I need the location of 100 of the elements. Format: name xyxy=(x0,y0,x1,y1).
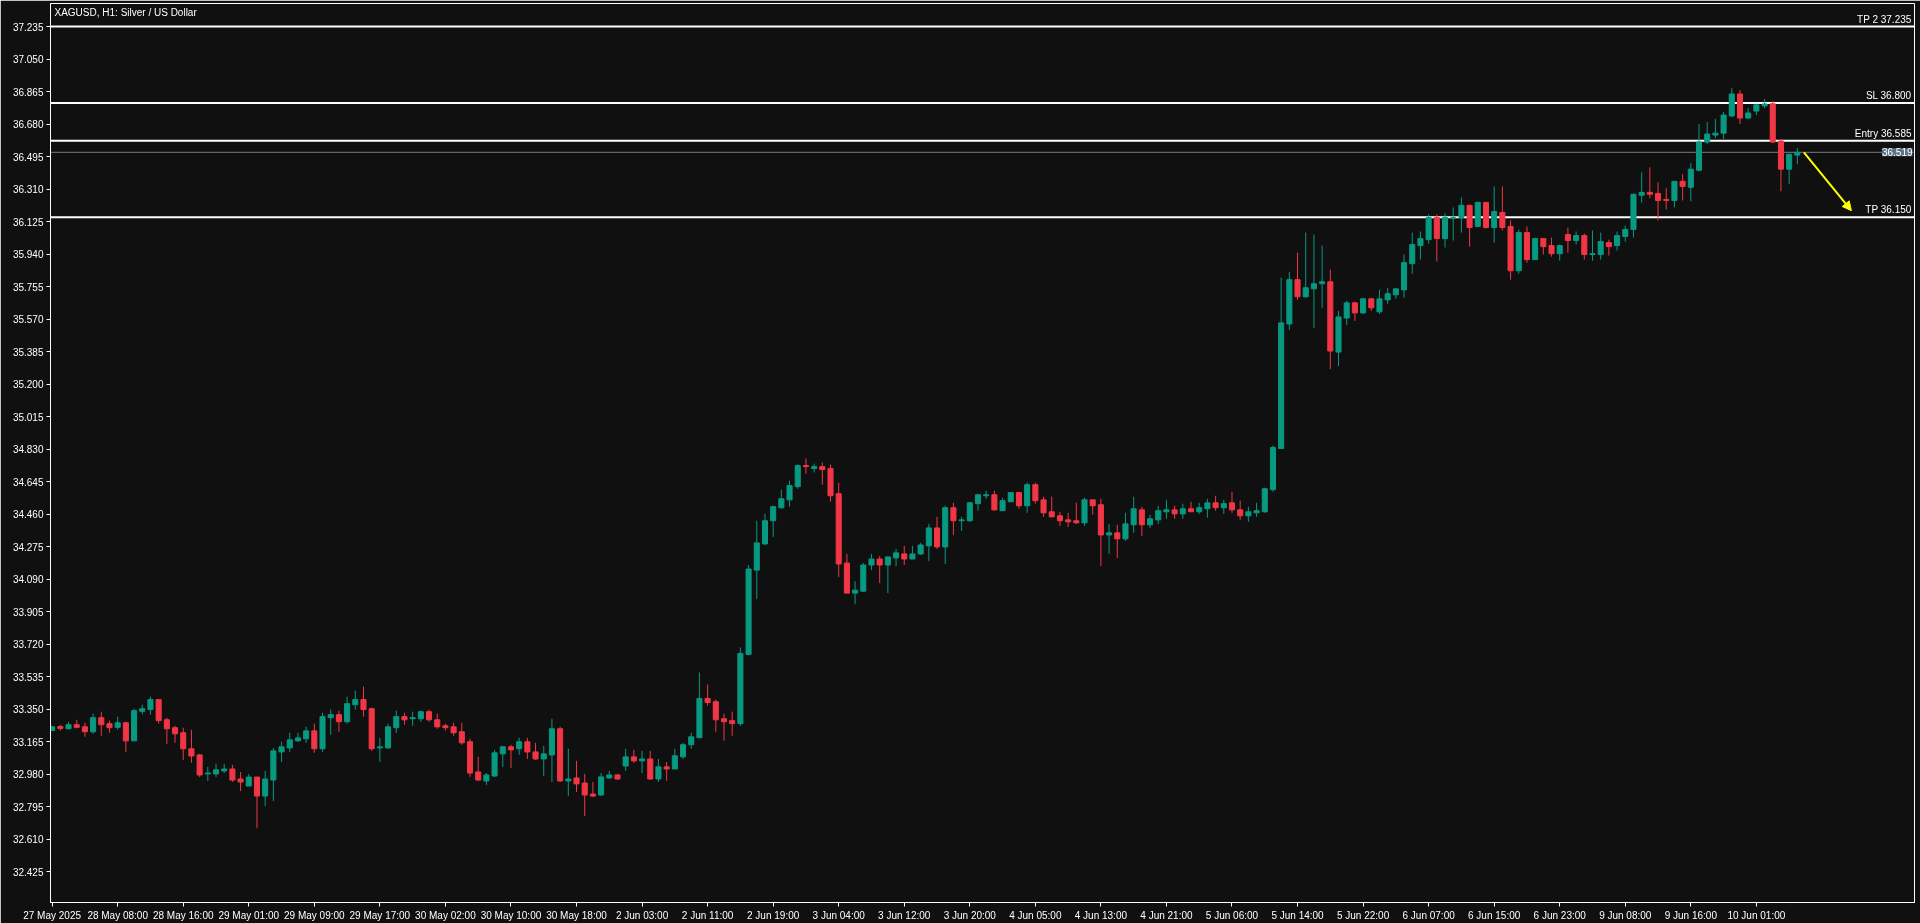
candlestick xyxy=(1450,206,1457,241)
candlestick xyxy=(1163,499,1170,520)
candlestick xyxy=(385,723,392,750)
candlestick xyxy=(802,458,809,475)
candlestick xyxy=(262,770,269,807)
x-tick-label: 3 Jun 12:00 xyxy=(878,909,931,921)
candlestick xyxy=(876,555,883,584)
candlestick xyxy=(622,748,629,772)
y-tick-label: 32.795 xyxy=(12,801,44,813)
candlestick xyxy=(1433,214,1440,263)
candlestick xyxy=(1073,502,1080,525)
candlestick xyxy=(352,690,359,711)
candlestick xyxy=(540,745,547,777)
candlestick xyxy=(1655,181,1662,221)
candlestick xyxy=(991,490,998,512)
candlestick xyxy=(1663,187,1670,210)
annotation: 36.519 xyxy=(1881,147,1913,159)
candlestick xyxy=(1491,185,1498,244)
candlestick xyxy=(811,463,818,474)
candlestick xyxy=(1786,153,1793,185)
ref-line-label: TP 2 37.235 xyxy=(1857,13,1912,25)
candlestick xyxy=(1573,231,1580,246)
y-tick-label: 33.535 xyxy=(12,671,44,683)
candlestick xyxy=(212,763,220,778)
x-tick-label: 5 Jun 06:00 xyxy=(1205,909,1259,921)
x-tick-label: 29 May 01:00 xyxy=(218,909,280,921)
candlestick xyxy=(1720,111,1727,140)
y-tick-label: 35.570 xyxy=(12,314,44,326)
candlestick xyxy=(720,713,728,742)
candlestick xyxy=(327,709,334,736)
y-tick-label: 36.125 xyxy=(12,216,44,228)
candlestick xyxy=(1204,498,1211,519)
y-tick-label: 34.645 xyxy=(12,476,44,488)
candlestick xyxy=(925,523,932,562)
candlestick xyxy=(761,513,769,546)
x-tick-label: 9 Jun 08:00 xyxy=(1599,909,1652,921)
candlestick xyxy=(286,732,293,753)
candlestick xyxy=(712,699,719,733)
candlestick xyxy=(901,545,908,566)
candlestick xyxy=(1343,300,1350,326)
candlestick xyxy=(1704,121,1711,145)
candlestick xyxy=(1310,234,1317,329)
y-tick-label: 35.200 xyxy=(12,379,44,391)
candlestick xyxy=(1466,203,1473,248)
candlestick xyxy=(581,773,588,817)
candlestick xyxy=(893,548,900,567)
candlestick xyxy=(180,727,187,761)
y-tick-label: 35.755 xyxy=(12,281,44,293)
y-tick-label: 33.905 xyxy=(12,606,44,618)
candlestick xyxy=(172,725,179,744)
x-tick-label: 2 Jun 03:00 xyxy=(615,909,669,921)
candlestick xyxy=(524,737,531,760)
x-tick-label: 3 Jun 04:00 xyxy=(812,909,866,921)
candlestick xyxy=(1228,491,1236,514)
candlestick xyxy=(1114,524,1121,559)
candlestick xyxy=(1056,511,1063,527)
x-tick-label: 2 Jun 19:00 xyxy=(747,909,800,921)
candlestick xyxy=(98,711,105,737)
y-tick-label: 37.235 xyxy=(12,21,44,33)
candlestick xyxy=(1081,497,1088,527)
candlestick xyxy=(147,696,154,716)
x-tick-label: 6 Jun 23:00 xyxy=(1533,909,1587,921)
y-tick-label: 36.310 xyxy=(12,184,44,196)
candlestick xyxy=(1712,118,1719,139)
ref-line-label: Entry 36.585 xyxy=(1854,127,1912,139)
candlestick xyxy=(507,744,515,769)
x-tick-label: 27 May 2025 xyxy=(23,909,82,921)
chart-title: XAGUSD, H1: Silver / US Dollar xyxy=(54,6,198,18)
candlestick xyxy=(253,776,261,829)
candlestick xyxy=(1048,496,1055,518)
candlestick xyxy=(1687,162,1694,202)
candlestick xyxy=(663,761,670,782)
candlestick xyxy=(393,710,400,734)
candlestick xyxy=(1409,232,1416,275)
x-tick-label: 6 Jun 15:00 xyxy=(1468,909,1521,921)
candlestick xyxy=(376,737,383,763)
x-tick-label: 4 Jun 13:00 xyxy=(1074,909,1128,921)
candlestick xyxy=(1441,212,1449,249)
candlestick xyxy=(794,464,801,490)
candlestick xyxy=(475,756,482,782)
candlestick xyxy=(1589,229,1596,262)
x-tick-label: 6 Jun 07:00 xyxy=(1402,909,1456,921)
candlestick xyxy=(639,750,646,774)
candlestick xyxy=(1261,487,1268,514)
candlestick xyxy=(1564,227,1571,254)
candlestick xyxy=(1302,232,1309,299)
x-tick-label: 9 Jun 16:00 xyxy=(1664,909,1718,921)
candlestick xyxy=(1147,514,1154,529)
y-tick-label: 32.980 xyxy=(12,769,44,781)
candlestick xyxy=(1294,252,1301,301)
candlestick xyxy=(573,760,580,793)
y-tick-label: 33.165 xyxy=(12,736,44,748)
x-tick-label: 30 May 02:00 xyxy=(415,909,477,921)
x-tick-label: 10 Jun 01:00 xyxy=(1727,909,1786,921)
candlestick xyxy=(335,710,342,733)
y-tick-label: 32.425 xyxy=(12,866,44,878)
x-tick-label: 4 Jun 21:00 xyxy=(1140,909,1194,921)
y-tick-label: 34.090 xyxy=(12,574,44,586)
candlestick xyxy=(1065,512,1072,528)
candlestick xyxy=(1646,166,1653,199)
